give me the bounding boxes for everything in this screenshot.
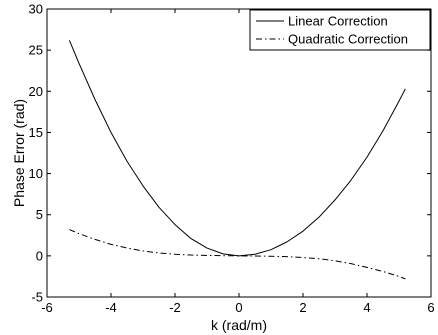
legend-box [249, 9, 431, 51]
x-tick-label: 2 [299, 300, 306, 315]
y-tick-label: 10 [29, 166, 43, 181]
x-tick-label: -6 [41, 300, 53, 315]
axis-tick-labels: -6 -4 -2 0 2 4 6 -5 0 5 10 15 20 25 30 [29, 2, 435, 316]
x-tick-label: -2 [169, 300, 181, 315]
x-tick-label: 0 [235, 300, 242, 315]
legend-label-quadratic-correction: Quadratic Correction [288, 32, 408, 47]
y-tick-label: 15 [29, 125, 43, 140]
y-axis-label: Phase Error (rad) [11, 99, 27, 207]
x-tick-label: -4 [105, 300, 117, 315]
legend-label-linear-correction: Linear Correction [288, 14, 388, 29]
series-layer [68, 40, 406, 280]
plot-area-frame [46, 8, 432, 298]
x-axis-label: k (rad/m) [211, 317, 267, 333]
axis-ticks [46, 8, 432, 298]
legend: Linear Correction Quadratic Correction [249, 9, 431, 51]
y-tick-label: 30 [29, 2, 43, 17]
series-line-linear-correction [68, 40, 406, 257]
y-tick-label: 0 [36, 248, 43, 263]
x-tick-label: 6 [427, 300, 434, 315]
series-line-quadratic-correction [69, 229, 406, 280]
y-tick-label: 5 [36, 207, 43, 222]
y-tick-label: 25 [29, 43, 43, 58]
y-tick-label: 20 [29, 84, 43, 99]
y-tick-label: -5 [31, 290, 43, 305]
x-tick-label: 4 [363, 300, 370, 315]
